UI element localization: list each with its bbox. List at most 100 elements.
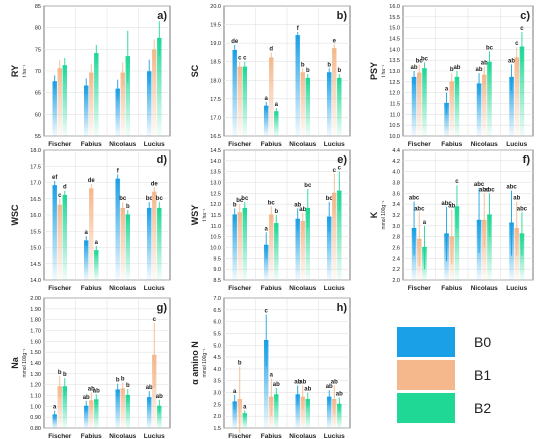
y-tick-label: 2.8 bbox=[392, 235, 400, 241]
bar-b1 bbox=[152, 355, 157, 428]
bar-b1 bbox=[152, 50, 157, 137]
y-tick-label: 10.5 bbox=[389, 123, 400, 129]
x-tick-label: Fischer bbox=[48, 433, 72, 439]
y-tick-label: 3.5 bbox=[213, 379, 221, 385]
y-axis-label: PSY bbox=[369, 62, 379, 80]
y-axis-unit: t ha⁻¹ bbox=[22, 64, 28, 77]
bar-b2 bbox=[125, 56, 130, 137]
y-tick-label: 20.0 bbox=[210, 4, 221, 10]
panels: 55 60 65 70 75 80 85 Fischer Fabius Nicolaus Luciu… bbox=[10, 4, 534, 439]
y-tick-label: 70 bbox=[35, 69, 41, 75]
y-tick-label: 12.0 bbox=[210, 202, 221, 208]
bar-b1 bbox=[481, 220, 487, 280]
y-tick-label: 14.0 bbox=[30, 278, 41, 284]
bar-b0 bbox=[84, 406, 89, 428]
significance-letter: de bbox=[151, 181, 159, 187]
y-tick-label: 2.00 bbox=[30, 296, 41, 302]
chart-panel-8: 1.5 2.0 2.5 3.0 3.5 4.0 4.5 5.0 5.5 6.0 6.5 7.0 Fisc… bbox=[190, 296, 351, 439]
bar-b1 bbox=[57, 386, 62, 428]
bar-b2 bbox=[242, 67, 247, 136]
y-tick-label: 2.5 bbox=[213, 402, 221, 408]
bar-b0 bbox=[444, 103, 449, 136]
bar-b2 bbox=[422, 68, 427, 136]
y-tick-label: 4.5 bbox=[213, 355, 221, 361]
significance-letter: ab bbox=[476, 67, 483, 73]
bar-b0 bbox=[327, 397, 332, 428]
y-tick-label: 75 bbox=[35, 47, 41, 53]
x-tick-label: Nicolaus bbox=[471, 141, 498, 148]
significance-letter: a bbox=[275, 102, 279, 108]
bar-b2 bbox=[487, 62, 492, 137]
significance-letter: ab bbox=[299, 207, 306, 213]
y-tick-label: 17.0 bbox=[30, 181, 41, 187]
y-tick-label: 14.5 bbox=[30, 262, 41, 268]
legend-label-b2: B2 bbox=[474, 400, 491, 416]
bar-b2 bbox=[305, 78, 310, 136]
y-tick-label: 11.0 bbox=[390, 112, 400, 118]
x-tick-label: Nicolaus bbox=[289, 141, 316, 148]
significance-letter: c bbox=[338, 166, 342, 172]
x-tick-label: Nicolaus bbox=[289, 285, 316, 292]
significance-letter: bc bbox=[304, 183, 312, 189]
significance-letter: b bbox=[126, 383, 130, 389]
significance-letter: b bbox=[126, 204, 130, 210]
significance-letter: bc bbox=[119, 196, 127, 202]
y-tick-label: 2.0 bbox=[392, 278, 400, 284]
panel-label: h) bbox=[337, 302, 348, 314]
significance-letter: ab bbox=[273, 382, 280, 388]
bar-b0 bbox=[327, 72, 332, 136]
significance-letter: ab bbox=[93, 388, 100, 394]
y-tick-label: 16.0 bbox=[30, 213, 41, 219]
y-tick-label: 3.4 bbox=[392, 202, 400, 208]
chart-panel-7: 0.80 0.90 1.00 1.10 1.20 1.30 1.40 1.50 1.60 1.70… bbox=[10, 296, 171, 439]
significance-letter: ab bbox=[448, 204, 455, 210]
y-tick-label: 1.80 bbox=[30, 318, 41, 324]
panel-label: b) bbox=[337, 10, 348, 22]
significance-letter: bc bbox=[241, 196, 249, 202]
significance-letter: a bbox=[445, 87, 449, 93]
bar-b2 bbox=[519, 233, 525, 280]
y-tick-label: 3.6 bbox=[392, 191, 400, 197]
bar-b0 bbox=[52, 81, 57, 136]
significance-letter: b bbox=[301, 62, 305, 68]
bar-b1 bbox=[237, 212, 242, 280]
chart-panel-6: 2.0 2.2 2.4 2.6 2.8 3.0 3.2 3.4 3.6 3.8 4.0 4.2 4.4 F… bbox=[369, 148, 534, 292]
bar-b0 bbox=[295, 35, 300, 136]
significance-letter: ab bbox=[83, 395, 90, 401]
significance-letter: de bbox=[231, 39, 239, 45]
bar-b0 bbox=[295, 394, 300, 428]
bar-b2 bbox=[94, 250, 99, 280]
y-tick-label: 1.10 bbox=[30, 394, 41, 400]
significance-letter: b bbox=[450, 67, 454, 73]
y-tick-label: 14.0 bbox=[210, 159, 221, 165]
significance-letter: bc bbox=[156, 196, 164, 202]
significance-letter: ab bbox=[146, 385, 153, 391]
significance-letter: b bbox=[238, 361, 242, 367]
bar-b2 bbox=[274, 223, 279, 280]
y-tick-label: 17.0 bbox=[210, 115, 221, 121]
significance-letter: a bbox=[95, 240, 99, 246]
y-tick-label: 0.80 bbox=[30, 426, 41, 432]
y-tick-label: 2.6 bbox=[392, 246, 400, 252]
y-tick-label: 5.0 bbox=[213, 343, 221, 349]
significance-letter: ab bbox=[336, 391, 343, 397]
significance-letter: ab bbox=[453, 65, 460, 71]
y-tick-label: 1.50 bbox=[30, 350, 41, 356]
y-tick-label: 6.0 bbox=[213, 320, 221, 326]
significance-letter: c bbox=[58, 193, 62, 199]
y-tick-label: 3.2 bbox=[392, 213, 400, 219]
significance-letter: abc bbox=[479, 187, 490, 193]
bar-b2 bbox=[157, 406, 162, 428]
y-tick-label: 9.5 bbox=[213, 256, 221, 262]
legend-swatch-b2 bbox=[397, 393, 455, 423]
significance-letter: f bbox=[297, 26, 300, 32]
legend-label-b0: B0 bbox=[474, 334, 491, 350]
y-tick-label: 11.0 bbox=[211, 224, 221, 230]
y-tick-label: 4.0 bbox=[213, 367, 221, 373]
bar-b1 bbox=[300, 397, 305, 428]
significance-letter: abc bbox=[474, 182, 485, 188]
significance-letter: abc bbox=[441, 201, 452, 207]
y-tick-label: 9.0 bbox=[213, 267, 221, 273]
y-axis-label: WSC bbox=[10, 204, 20, 225]
y-tick-label: 18.5 bbox=[210, 60, 221, 66]
